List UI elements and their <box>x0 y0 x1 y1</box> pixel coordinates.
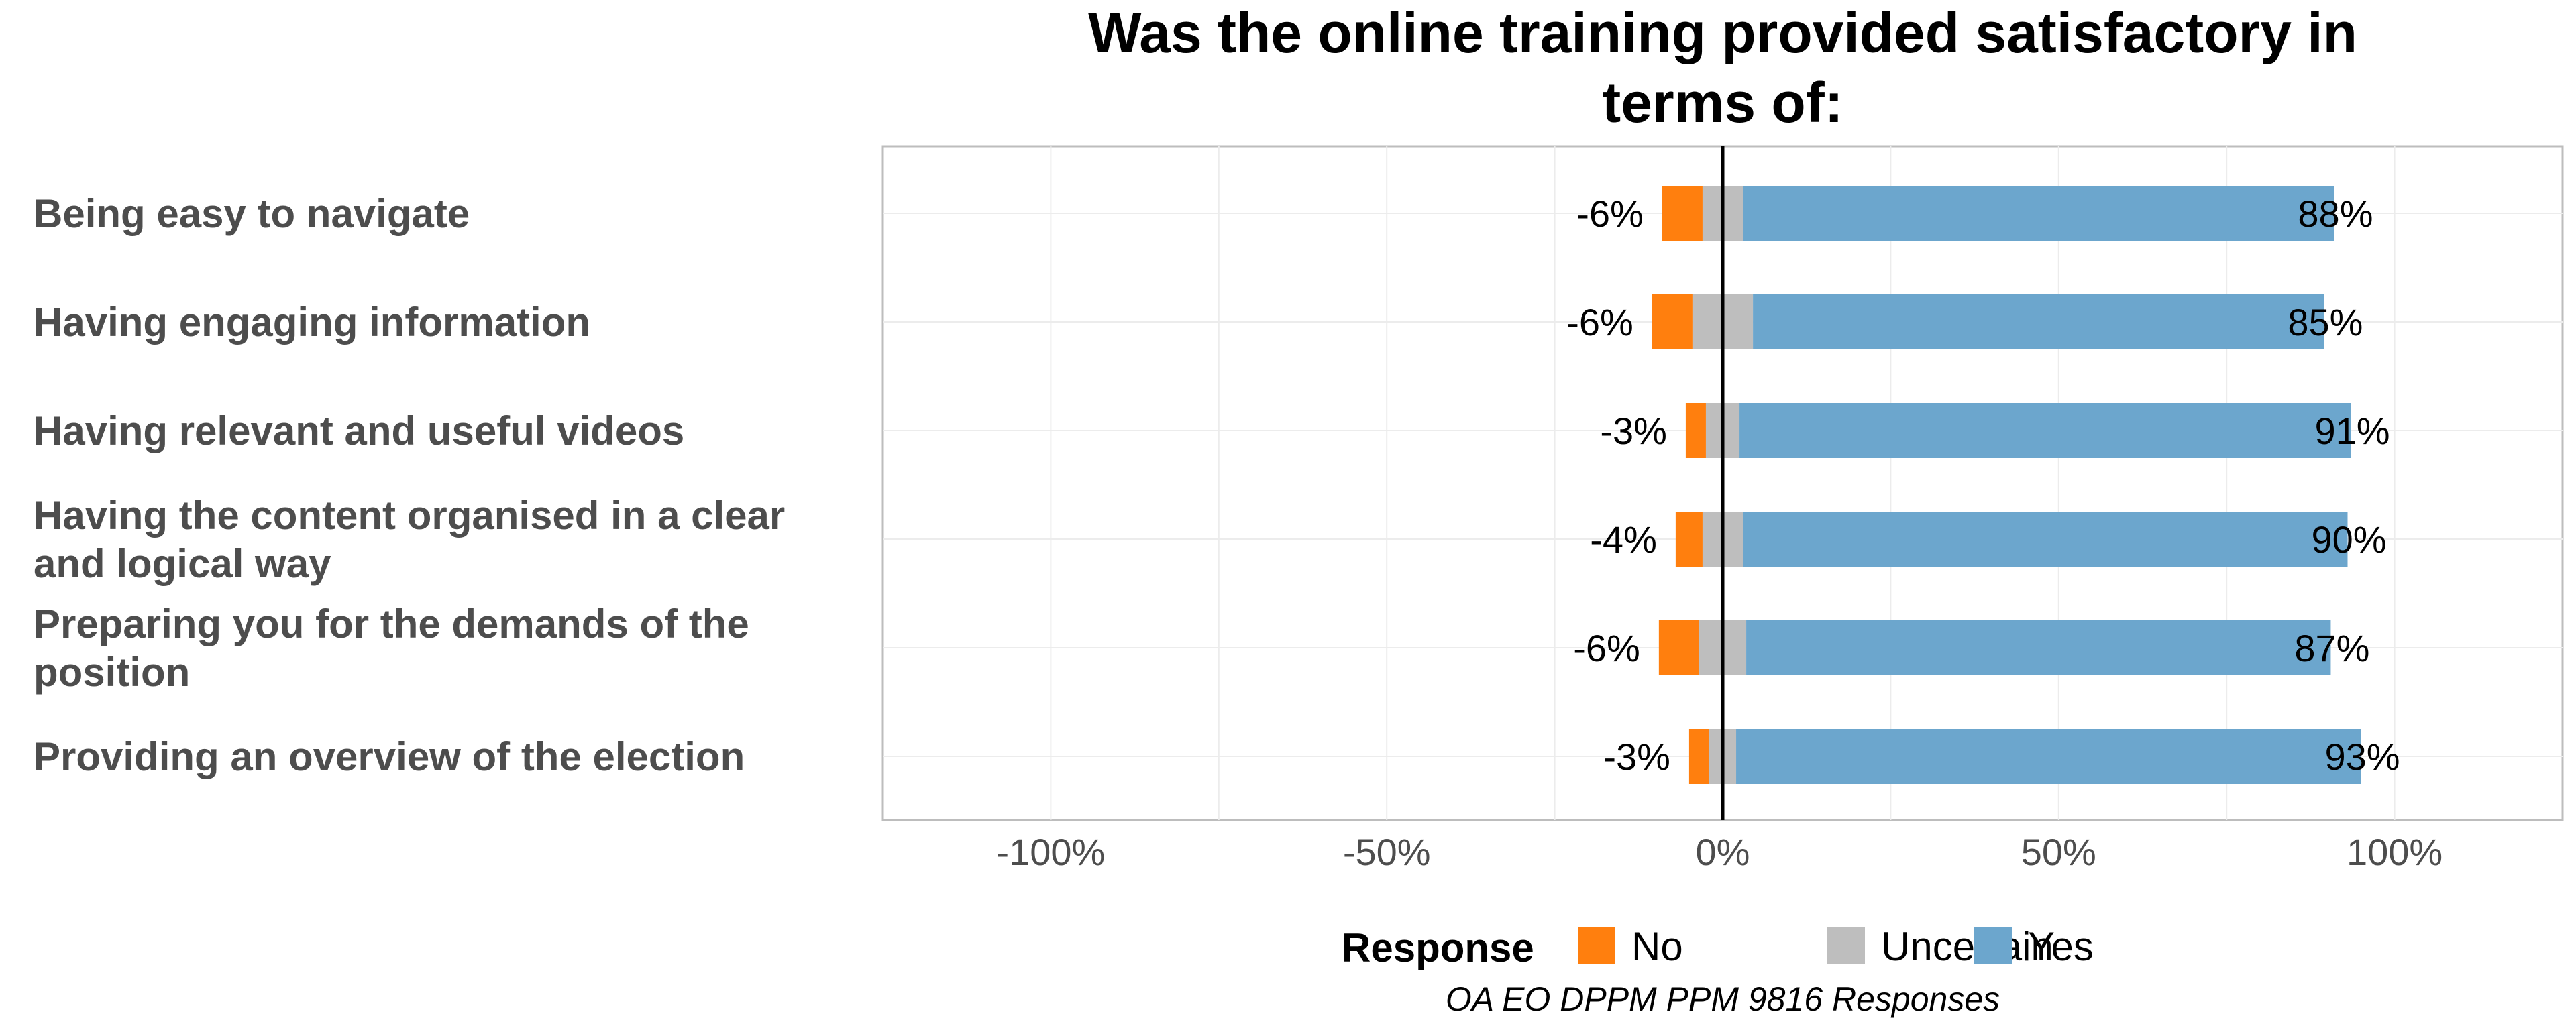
legend-swatch <box>1974 927 2012 964</box>
bar-no <box>1688 729 1709 784</box>
legend-label: Yes <box>2028 924 2094 969</box>
data-label-no: -4% <box>1590 518 1657 561</box>
chart-title-line-2: terms of: <box>1602 71 1843 134</box>
category-label: Providing an overview of the election <box>34 734 745 779</box>
data-label-yes: 93% <box>2324 736 2400 778</box>
legend-label: No <box>1631 924 1683 969</box>
data-label-no: -6% <box>1576 192 1644 235</box>
category-label: Having relevant and useful videos <box>34 408 684 453</box>
bar-yes <box>1739 403 2351 458</box>
chart-title: Was the online training provided satisfa… <box>1088 1 2357 134</box>
x-tick-label: -50% <box>1343 831 1431 873</box>
data-label-no: -3% <box>1600 410 1667 452</box>
data-label-no: -6% <box>1573 627 1640 669</box>
data-label-yes: 91% <box>2314 410 2390 452</box>
bar-yes <box>1736 729 2361 784</box>
data-label-yes: 90% <box>2311 518 2386 561</box>
bar-yes <box>1753 294 2324 349</box>
legend-title: Response <box>1342 925 1534 970</box>
bar-yes <box>1743 512 2348 567</box>
category-label: Having the content organised in a clear a… <box>34 493 785 586</box>
data-labels: -6% 88% -6% 85% -3% 91% -4% 90% -6% 87% -3% 93% <box>1566 192 2400 778</box>
data-label-no: -6% <box>1566 301 1633 343</box>
chart-title-line-1: Was the online training provided satisfa… <box>1088 1 2357 64</box>
category-label: Preparing you for the demands of the posi… <box>34 602 749 695</box>
x-tick-label: 100% <box>2347 831 2443 873</box>
bar-no <box>1652 294 1693 349</box>
legend-swatch <box>1578 927 1615 964</box>
legend-swatch <box>1827 927 1865 964</box>
bar-no <box>1662 186 1703 241</box>
category-labels: Being easy to navigate Having engaging in… <box>34 191 785 779</box>
bar-yes <box>1743 186 2334 241</box>
bar-no <box>1685 403 1706 458</box>
category-label: Having engaging information <box>34 300 590 345</box>
legend-label: Uncertain <box>1881 924 2053 969</box>
data-label-yes: 87% <box>2294 627 2369 669</box>
data-label-yes: 88% <box>2298 192 2373 235</box>
bar-no <box>1658 620 1699 675</box>
x-tick-label: 50% <box>2021 831 2096 873</box>
chart-caption: OA EO DPPM PPM 9816 Responses <box>1446 980 2000 1018</box>
x-axis-tick-labels: -100% -50% 0% 50% 100% <box>996 831 2443 873</box>
x-tick-label: -100% <box>996 831 1105 873</box>
data-label-yes: 85% <box>2288 301 2363 343</box>
bar-yes <box>1746 620 2331 675</box>
bar-no <box>1675 512 1703 567</box>
x-tick-label: 0% <box>1696 831 1750 873</box>
category-label: Being easy to navigate <box>34 191 470 236</box>
data-label-no: -3% <box>1603 736 1670 778</box>
